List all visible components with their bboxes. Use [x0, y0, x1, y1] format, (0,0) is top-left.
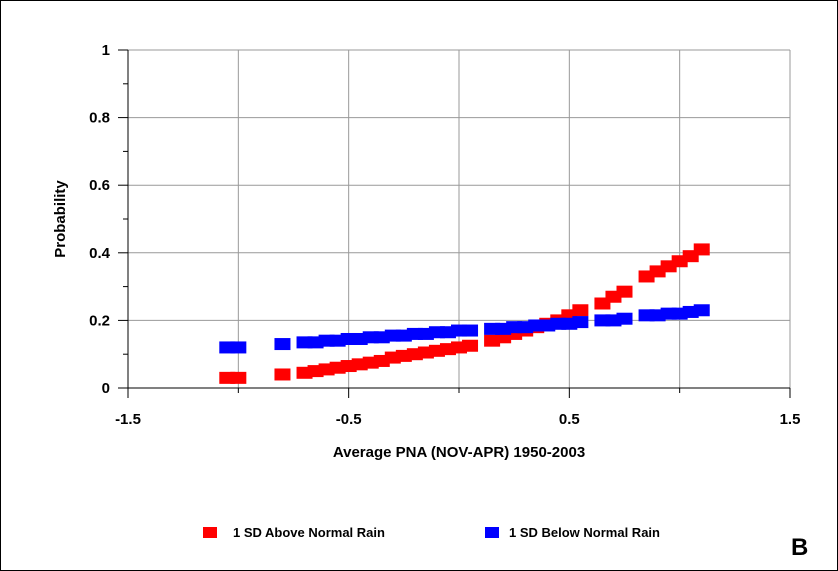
x-axis-label: Average PNA (NOV-APR) 1950-2003 — [333, 444, 585, 461]
data-point — [230, 371, 247, 384]
data-point — [462, 339, 479, 352]
data-point — [572, 316, 589, 329]
axes — [118, 49, 791, 398]
data-point — [693, 243, 710, 256]
data-point — [230, 341, 247, 354]
data-point — [572, 304, 589, 317]
y-axis-label: Probability — [52, 180, 69, 258]
legend: 1 SD Above Normal Rain 1 SD Below Normal… — [203, 525, 660, 540]
legend-label-below: 1 SD Below Normal Rain — [509, 525, 660, 540]
y-tick-label: 0 — [102, 380, 110, 397]
data-point — [274, 338, 291, 351]
legend-label-above: 1 SD Above Normal Rain — [233, 525, 385, 540]
y-tick-label: 0.4 — [89, 245, 111, 262]
legend-swatch-above — [203, 527, 217, 538]
y-tick-labels: 0 0.2 0.4 0.6 0.8 1 — [89, 42, 111, 397]
legend-swatch-below — [485, 527, 499, 538]
x-tick-label: 0.5 — [559, 411, 580, 428]
data-series — [219, 243, 710, 384]
data-point — [462, 324, 479, 337]
x-tick-labels: -1.5 -0.5 0.5 1.5 — [115, 411, 800, 428]
y-tick-label: 0.6 — [89, 177, 110, 194]
x-tick-label: -0.5 — [336, 411, 362, 428]
x-tick-label: -1.5 — [115, 411, 141, 428]
y-tick-label: 0.8 — [89, 110, 110, 127]
data-point — [274, 368, 291, 381]
data-point — [616, 285, 633, 298]
grid-lines — [128, 49, 791, 388]
y-tick-label: 0.2 — [89, 312, 110, 329]
data-point — [693, 304, 710, 317]
y-tick-label: 1 — [102, 42, 110, 59]
x-tick-label: 1.5 — [780, 411, 801, 428]
panel-letter: B — [791, 534, 808, 561]
series-below-normal — [219, 304, 710, 354]
data-point — [616, 312, 633, 325]
